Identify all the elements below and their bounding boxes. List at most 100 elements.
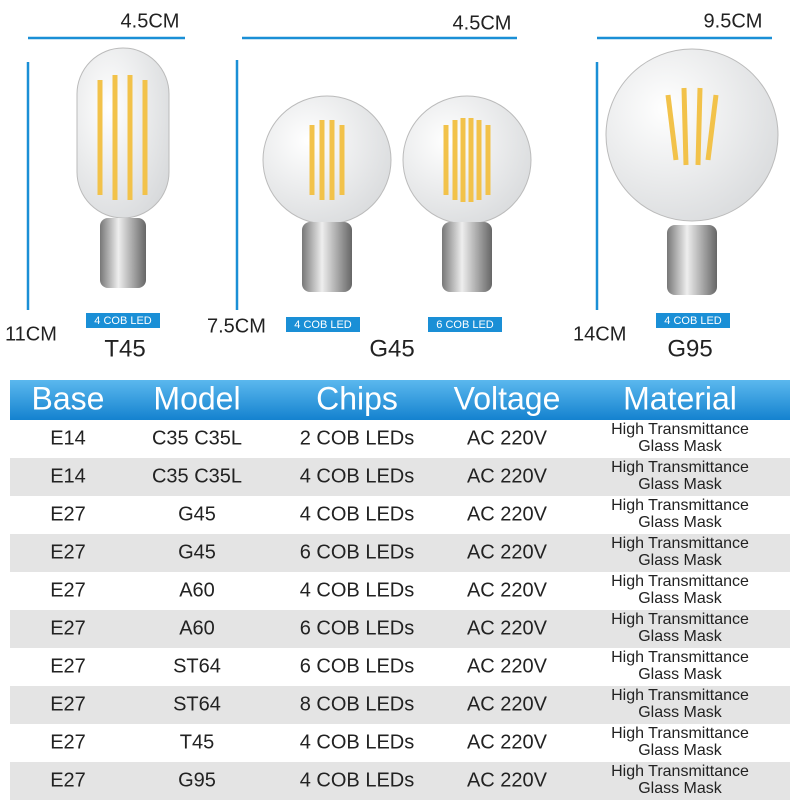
material-cell: High Transmittance [611,725,749,742]
table-cell: AC 220V [467,655,548,677]
table-cell: E27 [50,503,86,525]
chip-badge [656,313,730,328]
table-row [10,686,790,724]
bulb-t45: 4.5CM 11CM 4 COB LED T45 [5,10,185,362]
material-cell: High Transmittance [611,763,749,780]
chip-label: 6 COB LED [436,319,494,331]
table-cell: 4 COB LEDs [300,503,414,525]
width-label: 4.5CM [453,12,512,34]
chip-label: 4 COB LED [294,319,352,331]
table-cell: ST64 [173,655,221,677]
material-cell: High Transmittance [611,459,749,476]
table-cell: E27 [50,731,86,753]
table-cell: E27 [50,617,86,639]
model-label: G95 [667,335,712,362]
table-cell: 4 COB LEDs [300,769,414,791]
table-cell: AC 220V [467,693,548,715]
table-cell: 8 COB LEDs [300,693,414,715]
header-cell: Base [32,380,105,416]
table-cell: 4 COB LEDs [300,579,414,601]
table-cell: 6 COB LEDs [300,617,414,639]
table-cell: AC 220V [467,731,548,753]
material-cell: Glass Mask [638,552,723,569]
table-cell: 2 COB LEDs [300,427,414,449]
material-cell: Glass Mask [638,590,723,607]
base [100,218,146,288]
table-row [10,458,790,496]
table-cell: E27 [50,769,86,791]
material-cell: High Transmittance [611,687,749,704]
table-cell: A60 [179,617,215,639]
material-cell: High Transmittance [611,535,749,552]
height-label: 7.5CM [207,315,266,337]
material-cell: Glass Mask [638,742,723,759]
table-cell: G45 [178,541,216,563]
material-cell: Glass Mask [638,628,723,645]
table-cell: E14 [50,465,86,487]
material-cell: Glass Mask [638,666,723,683]
table-cell: A60 [179,579,215,601]
material-cell: Glass Mask [638,780,723,797]
table-row [10,648,790,686]
material-cell: High Transmittance [611,497,749,514]
header-cell: Chips [316,380,398,416]
width-label: 9.5CM [704,10,763,32]
material-cell: Glass Mask [638,438,723,455]
spec-table: Base Model Chips Voltage Material E14 C35 C35L… [10,380,790,800]
table-cell: AC 220V [467,617,548,639]
glass [76,47,170,219]
chip-badge [86,313,160,328]
table-cell: E27 [50,541,86,563]
table-row [10,762,790,800]
material-cell: High Transmittance [611,649,749,666]
bulb-g45: 4.5CM 7.5CM 4 COB LED 6 COB LED G45 [207,12,532,362]
bulb-g95: 9.5CM 14CM 4 COB LED G95 [573,10,779,362]
model-label: T45 [104,335,145,362]
header-cell: Voltage [454,380,561,416]
header-cell: Model [153,380,240,416]
table-cell: 6 COB LEDs [300,655,414,677]
table-header [10,380,790,420]
table-row [10,724,790,762]
table-cell: C35 C35L [152,465,242,487]
table-cell: E27 [50,579,86,601]
chip-badge [286,317,360,332]
table-cell: 6 COB LEDs [300,541,414,563]
table-cell: 4 COB LEDs [300,465,414,487]
material-cell: High Transmittance [611,611,749,628]
table-row [10,534,790,572]
material-cell: Glass Mask [638,514,723,531]
table-cell: G95 [178,769,216,791]
table-cell: 4 COB LEDs [300,731,414,753]
table-cell: ST64 [173,693,221,715]
table-row [10,496,790,534]
table-row [10,420,790,458]
table-cell: AC 220V [467,427,548,449]
table-cell: AC 220V [467,769,548,791]
table-cell: C35 C35L [152,427,242,449]
table-cell: G45 [178,503,216,525]
chip-label: 4 COB LED [94,315,152,327]
chip-label: 4 COB LED [664,315,722,327]
table-cell: E27 [50,693,86,715]
table-cell: E27 [50,655,86,677]
material-cell: High Transmittance [611,573,749,590]
table-cell: AC 220V [467,503,548,525]
table-row [10,572,790,610]
header-cell: Material [623,380,737,416]
chip-badge [428,317,502,332]
height-label: 11CM [5,323,57,345]
material-cell: High Transmittance [611,421,749,438]
table-cell: AC 220V [467,579,548,601]
table-row [10,610,790,648]
table-cell: AC 220V [467,541,548,563]
height-label: 14CM [573,323,626,345]
table-cell: AC 220V [467,465,548,487]
table-cell: E14 [50,427,86,449]
width-label: 4.5CM [121,10,180,32]
model-label: G45 [369,335,414,362]
material-cell: Glass Mask [638,704,723,721]
material-cell: Glass Mask [638,476,723,493]
table-cell: T45 [180,731,214,753]
